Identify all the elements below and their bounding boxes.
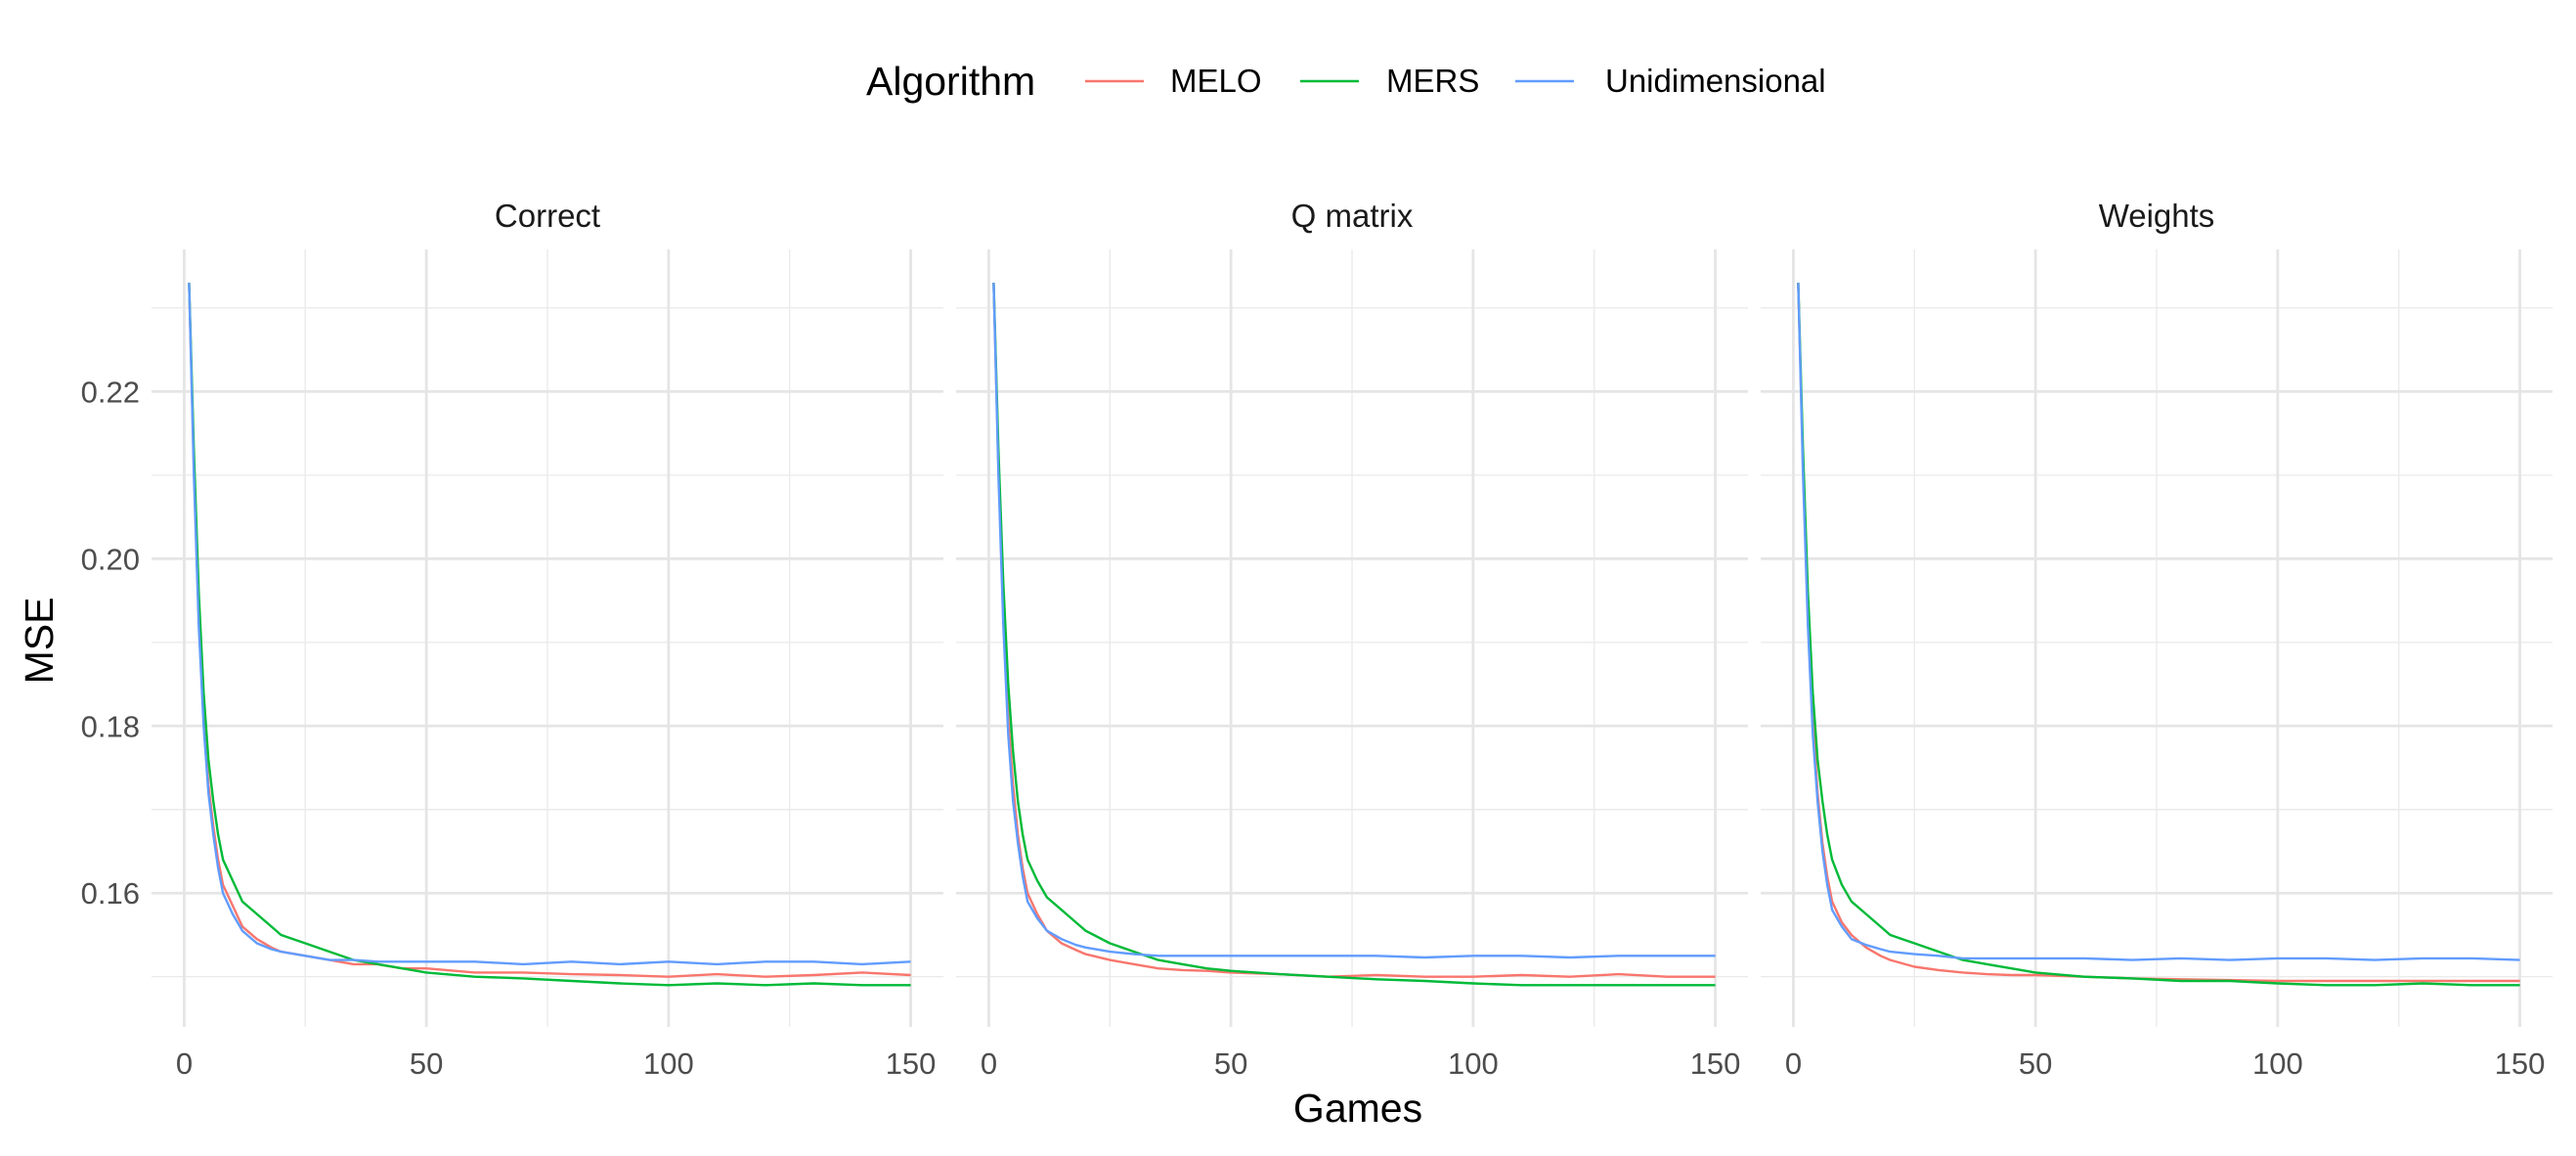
x-tick-label: 100 [643, 1046, 694, 1081]
series-line-unidimensional [1797, 283, 2520, 961]
series-line-mers [992, 283, 1716, 987]
panel-q-matrix: Q matrix 0 50 100 150 [956, 198, 1748, 1081]
x-tick-label: 100 [1448, 1046, 1499, 1081]
chart-panels: Correct 0 50 100 150 0.16 0.18 0.20 0.22 Q matrix… [81, 198, 2553, 1081]
panel-title: Weights [2099, 198, 2215, 234]
x-tick-label: 0 [176, 1046, 193, 1081]
legend-label-unidimensional: Unidimensional [1605, 63, 1826, 99]
x-tick-label: 0 [981, 1046, 997, 1081]
series-line-unidimensional [992, 283, 1716, 959]
series-line-mers [1797, 283, 2520, 987]
x-axis-title: Games [1293, 1086, 1422, 1131]
y-tick-label: 0.20 [81, 542, 140, 576]
series-line-melo [992, 283, 1716, 978]
y-tick-label: 0.16 [81, 876, 140, 911]
x-tick-label: 150 [886, 1046, 937, 1081]
panel-title: Correct [495, 198, 600, 234]
x-tick-label: 150 [2495, 1046, 2546, 1081]
legend-title: Algorithm [866, 59, 1035, 104]
series-line-melo [188, 283, 911, 978]
y-tick-label: 0.18 [81, 709, 140, 743]
series-line-mers [188, 283, 911, 987]
panel-title: Q matrix [1291, 198, 1414, 234]
panel-weights: Weights 0 50 100 150 [1761, 198, 2553, 1081]
x-tick-label: 0 [1785, 1046, 1802, 1081]
x-tick-label: 100 [2252, 1046, 2303, 1081]
panel-correct: Correct 0 50 100 150 0.16 0.18 0.20 0.22 [81, 198, 943, 1081]
series-line-unidimensional [188, 283, 911, 966]
legend: Algorithm MELO MERS Unidimensional [866, 59, 1826, 104]
legend-label-melo: MELO [1170, 63, 1262, 99]
x-tick-label: 150 [1690, 1046, 1741, 1081]
x-tick-label: 50 [1214, 1046, 1247, 1081]
x-tick-label: 50 [410, 1046, 443, 1081]
y-tick-label: 0.22 [81, 375, 140, 409]
y-axis-title: MSE [17, 598, 62, 685]
x-tick-label: 50 [2019, 1046, 2052, 1081]
legend-entries: MELO MERS Unidimensional [1085, 63, 1826, 99]
series-line-melo [1797, 283, 2520, 983]
legend-label-mers: MERS [1386, 63, 1479, 99]
